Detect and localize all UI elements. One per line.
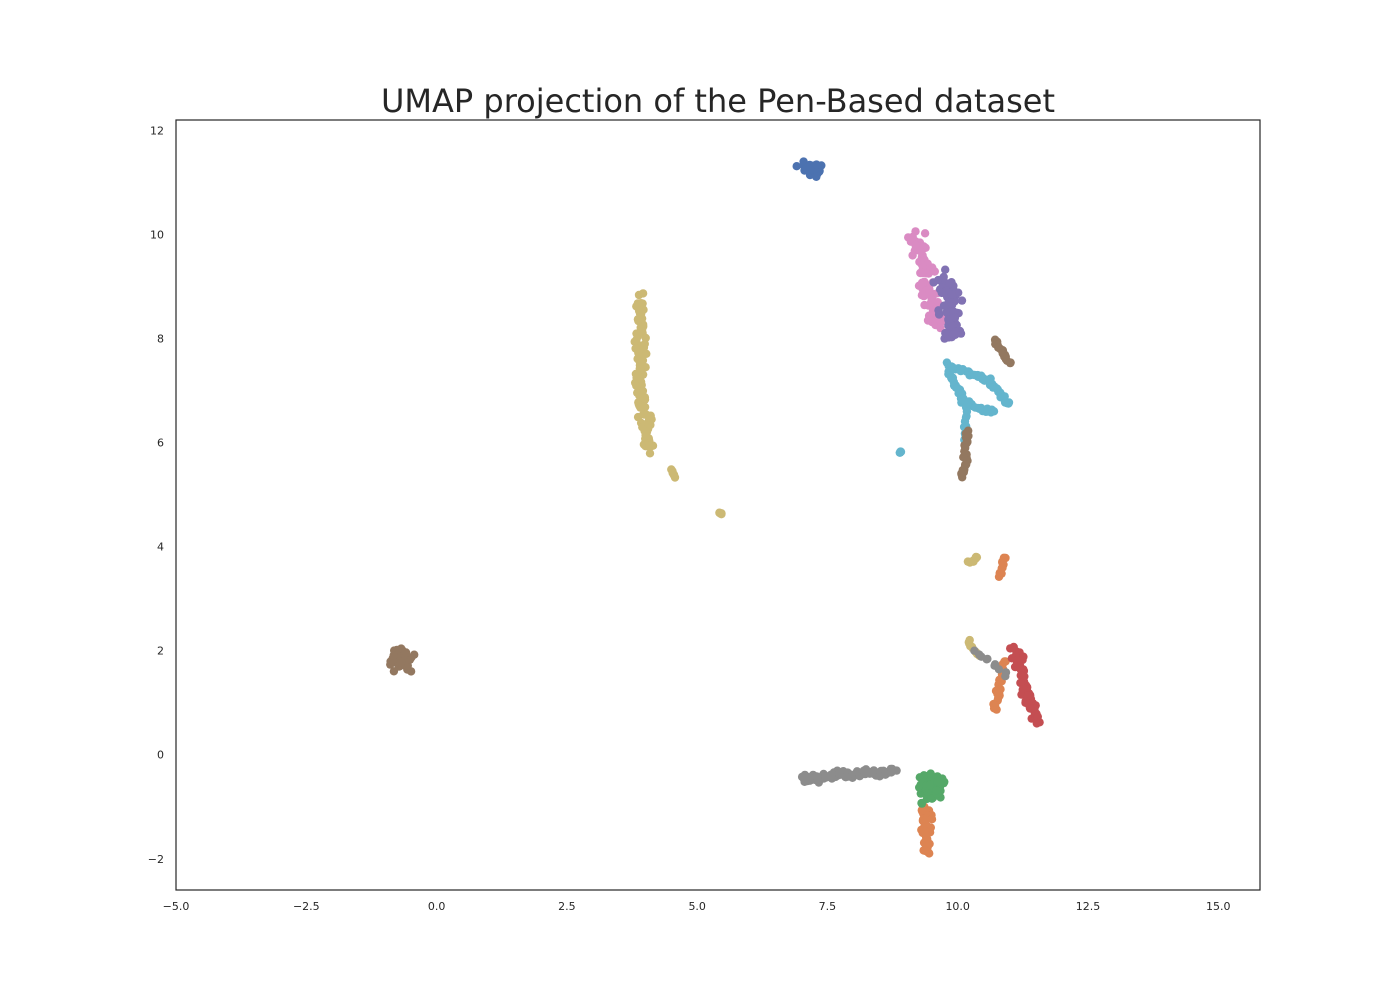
scatter-point-purple	[947, 290, 957, 299]
scatter-point-olive	[634, 306, 644, 315]
scatter-point-purple	[939, 301, 949, 310]
scatter-point-green	[933, 777, 943, 786]
scatter-points	[386, 157, 1044, 858]
scatter-point-gray	[887, 768, 896, 777]
scatter-point-green	[925, 780, 935, 790]
x-tick-label: 10.0	[945, 900, 970, 913]
scatter-point-pink	[918, 268, 927, 278]
x-tick-label: 0.0	[428, 900, 446, 913]
x-tick-label: 7.5	[819, 900, 837, 913]
y-tick-label: 0	[157, 749, 164, 762]
scatter-point-pink	[930, 267, 939, 276]
scatter-point-pink	[936, 318, 946, 327]
scatter-point-olive	[634, 316, 643, 326]
scatter-point-pink	[911, 240, 920, 250]
scatter-point-purple	[957, 296, 967, 305]
y-tick-label: 12	[150, 124, 164, 137]
scatter-point-brown	[401, 648, 411, 657]
scatter-point-olive	[645, 449, 655, 458]
scatter-point-green	[932, 786, 941, 795]
scatter-point-green	[926, 769, 935, 778]
y-tick-label: 10	[150, 229, 164, 242]
scatter-point-olive	[642, 349, 651, 358]
scatter-point-purple	[951, 330, 960, 339]
x-tick-label: 5.0	[688, 900, 706, 913]
scatter-point-red	[1032, 719, 1042, 728]
scatter-point-pink	[920, 229, 930, 238]
x-tick-label: 12.5	[1076, 900, 1101, 913]
x-tick-label: 15.0	[1206, 900, 1231, 913]
scatter-point-gray	[800, 770, 810, 780]
y-tick-label: 8	[157, 333, 164, 346]
scatter-point-brown	[958, 473, 967, 482]
scatter-point-olive	[634, 330, 643, 339]
scatter-point-purple	[937, 288, 946, 298]
scatter-point-pink	[917, 291, 927, 300]
scatter-point-brown	[389, 651, 398, 660]
chart-title: UMAP projection of the Pen-Based dataset	[381, 82, 1055, 120]
scatter-point-olive	[640, 395, 650, 404]
scatter-point-olive	[715, 509, 724, 518]
scatter-point-gray	[983, 654, 992, 664]
scatter-point-blue	[812, 172, 821, 181]
scatter-point-purple	[944, 315, 953, 324]
scatter-point-olive	[971, 552, 981, 562]
scatter-point-purple	[941, 328, 950, 338]
scatter-point-brown	[406, 667, 416, 676]
scatter-point-purple	[941, 265, 950, 274]
scatter-point-red	[1019, 684, 1028, 693]
scatter-point-pink	[908, 251, 917, 260]
scatter-point-olive	[645, 441, 654, 450]
y-tick-label: 4	[157, 541, 164, 554]
scatter-point-blue	[812, 160, 821, 169]
x-tick-label: −5.0	[163, 900, 190, 913]
scatter-point-green	[940, 777, 949, 786]
scatter-point-olive	[639, 410, 648, 419]
y-axis-ticks: −2 0 2 4 6 8 10 12	[148, 124, 164, 865]
y-tick-label: 2	[157, 645, 164, 658]
scatter-point-blue	[792, 162, 801, 171]
scatter-point-blue	[804, 162, 813, 171]
y-tick-label: 6	[157, 437, 164, 450]
y-tick-label: −2	[148, 853, 164, 866]
scatter-point-purple	[950, 313, 960, 322]
x-tick-label: −2.5	[293, 900, 320, 913]
scatter-point-orange	[920, 846, 929, 855]
plot-area	[175, 119, 1261, 891]
scatter-point-brown	[389, 667, 399, 676]
scatter-point-pink	[916, 246, 925, 256]
scatter-point-cyan	[1004, 399, 1013, 408]
scatter-point-purple	[945, 279, 955, 288]
scatter-point-brown	[1006, 358, 1015, 367]
scatter-point-cyan	[896, 447, 905, 456]
scatter-point-olive	[670, 473, 680, 482]
scatter-point-orange	[994, 572, 1004, 581]
scatter-point-orange	[992, 705, 1001, 714]
scatter-point-olive	[638, 289, 648, 298]
scatter-point-purple	[934, 310, 944, 319]
scatter-point-red	[1009, 642, 1018, 652]
scatter-point-purple	[934, 275, 943, 285]
x-tick-label: 2.5	[558, 900, 576, 913]
scatter-point-olive	[640, 402, 650, 412]
scatter-point-gray	[994, 665, 1004, 674]
scatter-point-green	[917, 799, 927, 808]
scatter-point-cyan	[989, 407, 999, 416]
scatter-point-brown	[397, 657, 406, 667]
x-axis-ticks: −5.0 −2.5 0.0 2.5 5.0 7.5 10.0 12.5 15.0	[163, 900, 1231, 913]
scatter-point-gray	[1001, 672, 1010, 681]
